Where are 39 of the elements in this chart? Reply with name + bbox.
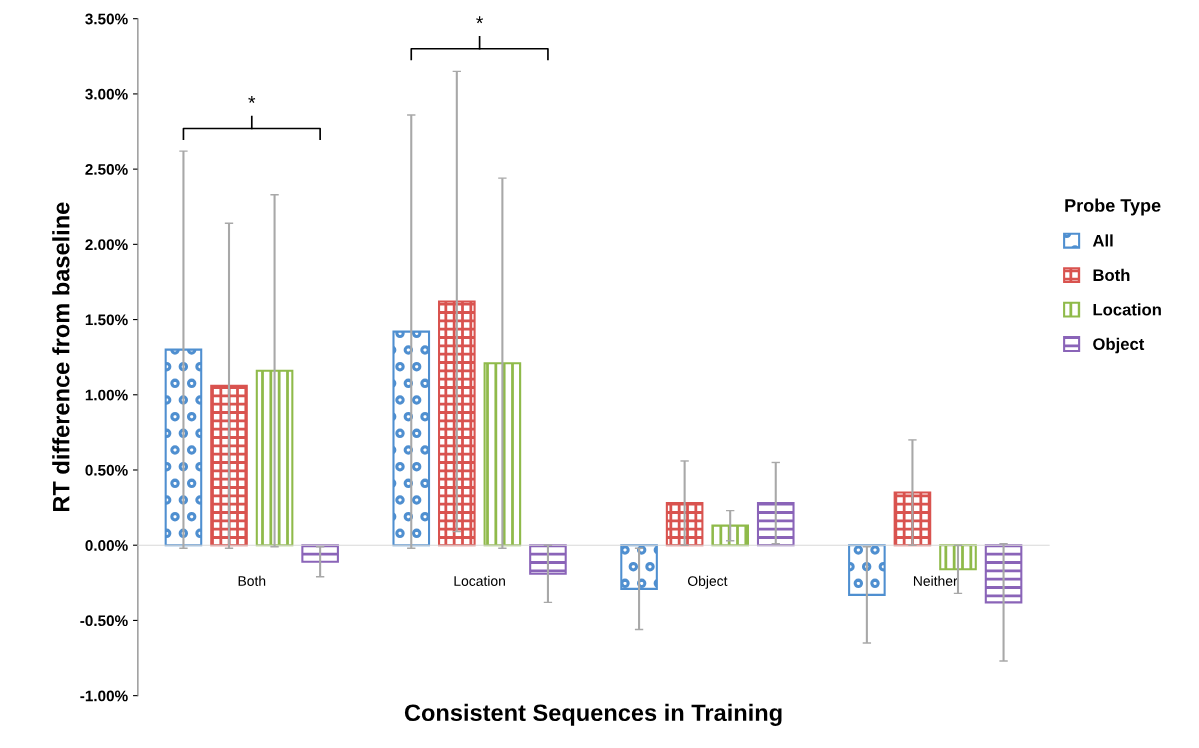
x-tick-label: Object <box>688 575 728 589</box>
bar <box>255 369 294 547</box>
y-tick-label: -0.50% <box>80 615 128 627</box>
y-tick-label: 3.00% <box>85 88 128 100</box>
y-tick-label: 0.50% <box>85 464 128 476</box>
x-axis-title: Consistent Sequences in Training <box>404 703 782 726</box>
bar <box>893 491 932 547</box>
bar <box>939 544 977 571</box>
y-axis-title: RT difference from baseline <box>52 202 70 512</box>
bar <box>529 544 567 575</box>
bar <box>438 300 476 547</box>
bar <box>301 544 339 563</box>
bar <box>711 524 749 547</box>
bar <box>665 502 704 547</box>
y-tick-label: 1.50% <box>85 314 128 326</box>
bar <box>848 544 886 596</box>
legend-title: Probe Type <box>1065 198 1161 216</box>
y-tick-label: 0.00% <box>85 540 128 551</box>
legend-label: Location <box>1093 303 1161 316</box>
bar <box>483 362 522 547</box>
legend-label: Both <box>1093 268 1130 282</box>
x-tick-label: Both <box>238 575 266 586</box>
bar <box>984 544 1023 604</box>
y-tick-label: 2.00% <box>85 239 128 251</box>
y-tick-label: 3.50% <box>85 13 128 25</box>
x-tick-label: Neither <box>913 575 958 586</box>
bar <box>620 544 658 590</box>
bar <box>210 384 248 547</box>
bar <box>164 348 203 547</box>
legend-label: Object <box>1093 337 1145 354</box>
legend-label: All <box>1092 234 1113 247</box>
bar <box>392 330 431 547</box>
y-tick-label: -1.00% <box>80 690 128 702</box>
annotation: * <box>476 16 484 24</box>
x-tick-label: Location <box>454 575 505 586</box>
y-tick-label: 1.00% <box>85 389 128 401</box>
bar <box>756 502 795 547</box>
annotation: * <box>248 96 256 103</box>
y-tick-label: 2.50% <box>85 164 128 175</box>
